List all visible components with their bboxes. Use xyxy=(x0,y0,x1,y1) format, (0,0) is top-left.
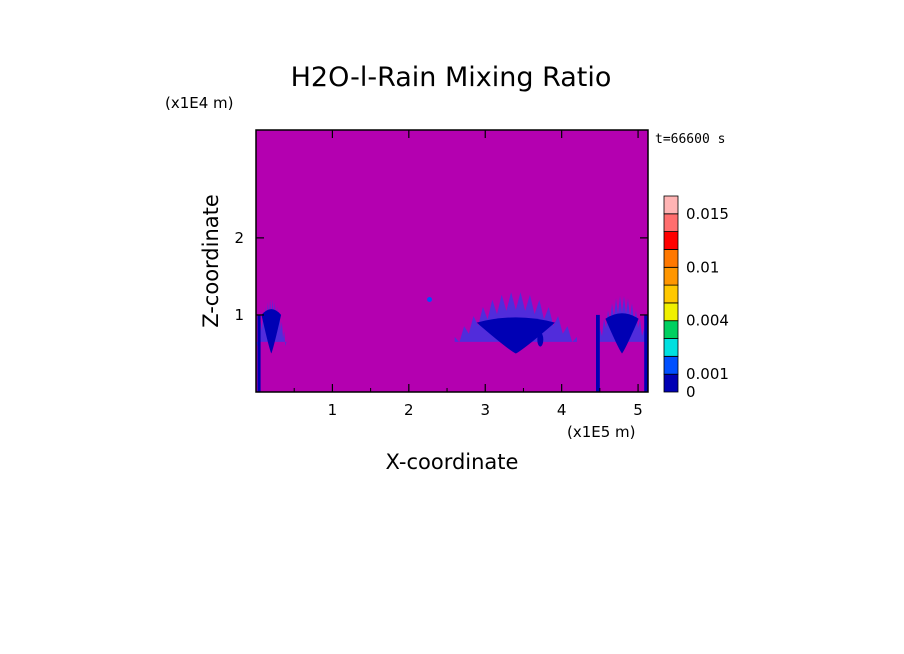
x-tick-label: 2 xyxy=(404,401,414,419)
plot-background xyxy=(256,130,648,392)
colorbar-swatch xyxy=(663,195,679,215)
colorbar-swatch xyxy=(663,373,679,393)
colorbar: 00.001 0.004 0.01 0.015 xyxy=(663,195,729,401)
y-axis: 12 xyxy=(234,229,648,324)
plot-frame xyxy=(255,129,649,393)
rain-region-core xyxy=(261,309,282,354)
y-tick-label: 2 xyxy=(234,229,244,247)
rain-field xyxy=(256,292,648,392)
rain-region-core xyxy=(605,313,639,354)
y-tick-label: 1 xyxy=(234,306,244,324)
y-scale-label: (x1E4 m) xyxy=(165,94,234,112)
rain-shaft xyxy=(257,314,261,392)
time-label: t=66600 s xyxy=(655,132,725,147)
x-scale-label: (x1E5 m) xyxy=(567,423,636,441)
colorbar-swatch xyxy=(663,249,679,268)
y-axis-label: Z-coordinate xyxy=(199,194,223,328)
x-tick-label: 1 xyxy=(328,401,338,419)
x-tick-label: 5 xyxy=(633,401,643,419)
colorbar-tick-label: 0.001 xyxy=(686,365,729,383)
colorbar-swatch xyxy=(663,320,679,339)
colorbar-tick-label: 0.01 xyxy=(686,258,719,276)
rain-shaft xyxy=(644,314,648,392)
colorbar-swatch xyxy=(663,231,679,250)
colorbar-swatch xyxy=(663,284,679,304)
chart-title: H2O-l-Rain Mixing Ratio xyxy=(291,62,612,93)
colorbar-swatch xyxy=(663,338,679,357)
x-axis-label: X-coordinate xyxy=(386,450,519,474)
rain-shaft xyxy=(596,314,600,392)
colorbar-swatch xyxy=(663,213,679,233)
colorbar-swatch xyxy=(663,266,679,286)
colorbar-swatch xyxy=(663,355,679,375)
x-axis: 1 2 3 4 5 xyxy=(293,130,643,419)
x-tick-label: 3 xyxy=(480,401,490,419)
colorbar-tick-label: 0.015 xyxy=(686,205,729,223)
colorbar-tick-label: 0 xyxy=(686,383,696,401)
rain-cell-small xyxy=(427,297,432,302)
colorbar-tick-label: 0.004 xyxy=(686,312,729,330)
colorbar-swatch xyxy=(663,302,679,322)
rain-region-core xyxy=(476,317,555,354)
x-tick-label: 4 xyxy=(557,401,567,419)
rain-shaft xyxy=(537,332,544,347)
plot-area xyxy=(255,129,649,393)
